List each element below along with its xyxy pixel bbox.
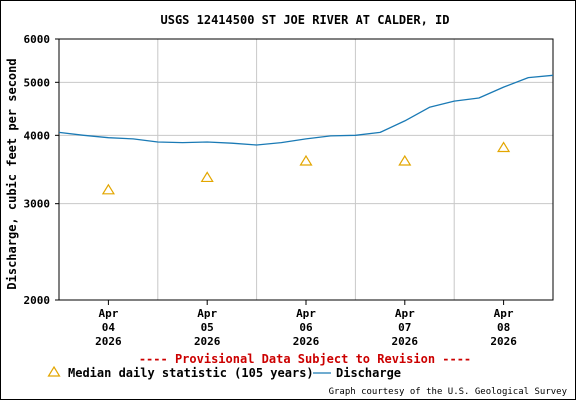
x-tick-label: 08 xyxy=(497,321,510,334)
grid-lines xyxy=(58,38,553,301)
x-tick-label: Apr xyxy=(197,307,217,320)
discharge-line xyxy=(58,74,554,146)
median-point xyxy=(497,141,511,153)
median-point xyxy=(200,171,214,183)
x-tick-label: Apr xyxy=(296,307,316,320)
x-tick-label: 2026 xyxy=(293,335,320,348)
x-tick-label: 06 xyxy=(299,321,313,334)
x-tick-label: 2026 xyxy=(392,335,419,348)
legend-discharge-label: Discharge xyxy=(336,366,401,380)
x-tick-label: 2026 xyxy=(194,335,221,348)
y-tick-label: 4000 xyxy=(24,129,51,142)
chart-title: USGS 12414500 ST JOE RIVER AT CALDER, ID xyxy=(161,13,450,27)
y-tick-label: 2000 xyxy=(24,294,51,307)
median-point xyxy=(299,154,313,166)
median-point xyxy=(101,183,115,195)
x-tick-label: Apr xyxy=(395,307,415,320)
y-axis-label: Discharge, cubic feet per second xyxy=(5,58,19,289)
x-tick-label: 05 xyxy=(201,321,214,334)
x-tick-label: 2026 xyxy=(490,335,517,348)
median-point xyxy=(398,154,412,166)
x-tick-label: Apr xyxy=(98,307,118,320)
data-series xyxy=(58,74,554,195)
x-tick-label: Apr xyxy=(494,307,514,320)
provisional-note: ---- Provisional Data Subject to Revisio… xyxy=(139,352,471,366)
x-tick-label: 04 xyxy=(102,321,116,334)
x-tick-label: 07 xyxy=(398,321,411,334)
plot-border xyxy=(58,38,554,301)
y-tick-label: 5000 xyxy=(24,76,51,89)
y-axis-ticks: 2000 3000 4000 5000 6000 xyxy=(24,33,59,307)
x-tick-label: 2026 xyxy=(95,335,122,348)
y-tick-label: 3000 xyxy=(24,198,51,211)
legend: Median daily statistic (105 years) Disch… xyxy=(47,365,401,380)
x-axis-ticks: Apr042026Apr052026Apr062026Apr072026Apr0… xyxy=(95,300,517,348)
credit-text: Graph courtesy of the U.S. Geological Su… xyxy=(329,387,568,397)
legend-median-marker xyxy=(47,365,61,377)
y-tick-label: 6000 xyxy=(24,33,51,46)
legend-median-label: Median daily statistic (105 years) xyxy=(68,366,314,380)
